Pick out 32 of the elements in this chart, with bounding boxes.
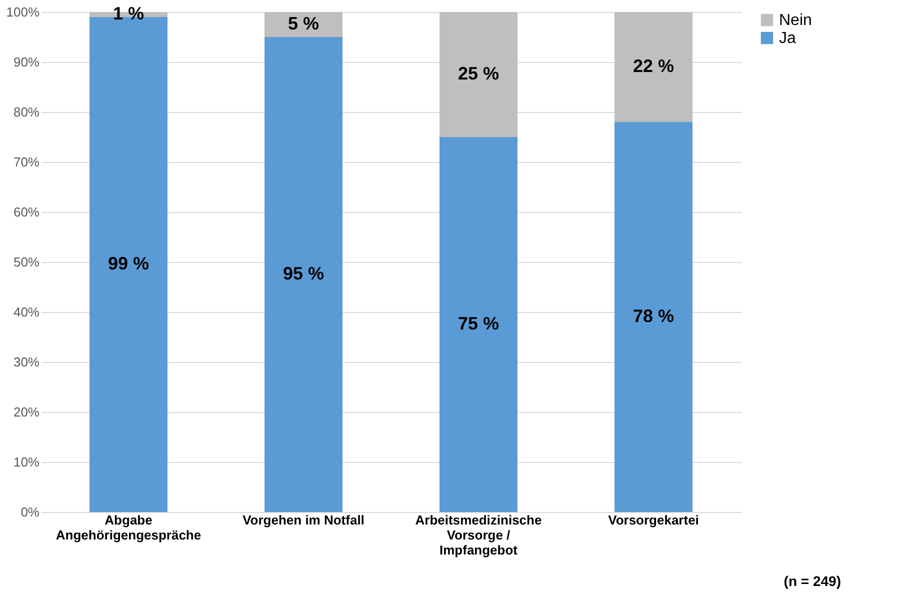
- data-label: 5 %: [288, 14, 320, 34]
- data-label: 1 %: [112, 4, 144, 24]
- y-tick-label: 100%: [6, 4, 40, 20]
- text: (n = 249): [784, 573, 841, 589]
- data-label: 78 %: [632, 306, 674, 326]
- legend-label: Nein: [779, 12, 812, 29]
- data-label: 22 %: [632, 56, 674, 76]
- bar: [614, 12, 692, 122]
- data-label: 95 %: [282, 264, 324, 284]
- legend-label: Ja: [779, 30, 796, 47]
- bar: [440, 137, 518, 512]
- y-tick-label: 10%: [13, 454, 40, 470]
- x-tick-label: Abgabe Angehörigengespräche: [56, 512, 202, 542]
- y-tick-label: 80%: [13, 104, 40, 120]
- bar: [614, 122, 692, 512]
- y-tick-label: 40%: [13, 304, 40, 320]
- x-tick-label: Arbeitsmedizinische Vorsorge / Impfangebot: [415, 512, 542, 558]
- data-label: 99 %: [108, 254, 150, 274]
- y-tick-label: 70%: [13, 154, 40, 170]
- x-tick-label: Vorsorgekartei: [608, 512, 699, 528]
- x-tick-label: Vorgehen im Notfall: [242, 512, 364, 528]
- y-tick-label: 90%: [13, 54, 40, 70]
- data-label: 25 %: [458, 64, 500, 84]
- y-tick-label: 30%: [13, 354, 40, 370]
- y-tick-label: 50%: [13, 254, 40, 270]
- bar: [264, 37, 342, 512]
- y-tick-label: 60%: [13, 204, 40, 220]
- y-tick-label: 0%: [20, 504, 40, 520]
- y-tick-label: 20%: [13, 404, 40, 420]
- data-label: 75 %: [458, 314, 500, 334]
- bar: [264, 12, 342, 37]
- bar: [440, 12, 518, 137]
